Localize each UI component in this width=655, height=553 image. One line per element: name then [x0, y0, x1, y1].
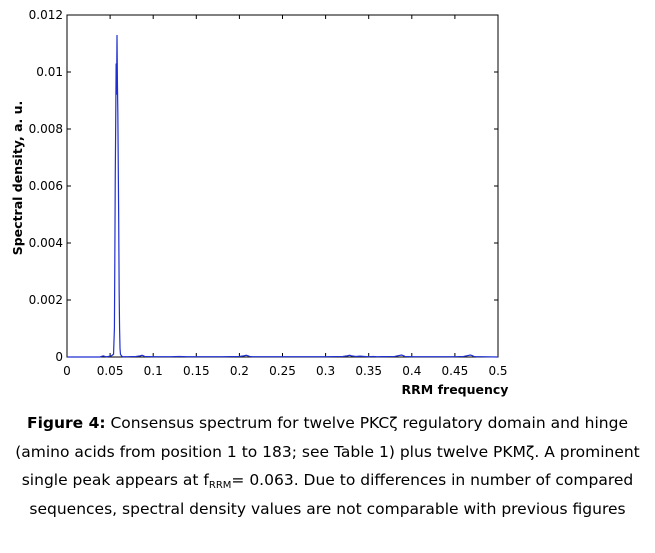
caption-text-2: = 0.063. Due to differences in number of…	[29, 471, 634, 518]
plot-area	[66, 14, 499, 358]
y-axis-label: Spectral density, a. u.	[10, 101, 25, 256]
chart-container: 0 0.002 0.004 0.006 0.008 0.01 0.012 0 0.05 0.1 0…	[10, 8, 509, 397]
x-tick-label: 0.1	[144, 364, 163, 378]
plot-frame	[66, 14, 499, 358]
x-tick-label: 0.3	[316, 364, 335, 378]
x-tick-label: 0.05	[97, 364, 124, 378]
y-tick-label: 0.008	[29, 122, 63, 136]
x-tick-label: 0.25	[269, 364, 296, 378]
y-tick-label: 0.002	[29, 293, 63, 307]
y-tick-label: 0.012	[29, 8, 63, 22]
caption-subscript: RRM	[208, 480, 232, 491]
x-axis-ticks: 0 0.05 0.1 0.15 0.2 0.25 0.3 0.35 0.4 0.45 0.5	[63, 15, 508, 378]
x-tick-label: 0.4	[402, 364, 421, 378]
figure-caption: Figure 4: Consensus spectrum for twelve …	[0, 409, 655, 523]
series-line	[67, 34, 499, 358]
x-axis-label: RRM frequency	[402, 382, 509, 397]
y-tick-label: 0.006	[29, 179, 63, 193]
y-tick-label: 0.01	[36, 65, 63, 79]
y-tick-label: 0.004	[29, 236, 63, 250]
series-layer	[67, 34, 499, 358]
caption-text-1: Consensus spectrum for twelve PKCζ regul…	[15, 414, 640, 489]
x-tick-label: 0.45	[442, 364, 469, 378]
y-tick-label: 0	[55, 350, 63, 364]
x-tick-label: 0.35	[355, 364, 382, 378]
x-tick-label: 0.2	[230, 364, 249, 378]
x-tick-label: 0	[63, 364, 71, 378]
x-tick-label: 0.15	[183, 364, 210, 378]
caption-label: Figure 4:	[26, 414, 106, 432]
x-tick-label: 0.5	[488, 364, 507, 378]
y-axis-ticks: 0 0.002 0.004 0.006 0.008 0.01 0.012	[29, 8, 498, 364]
